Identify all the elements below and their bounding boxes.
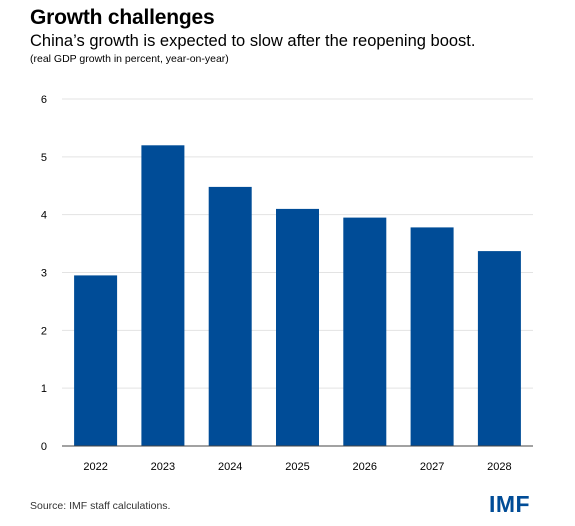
bar-2023 (141, 145, 185, 447)
x-tick-label: 2022 (83, 461, 107, 473)
x-tick-label: 2026 (353, 461, 377, 473)
bar-2027 (410, 227, 454, 446)
bar-2024 (208, 186, 252, 446)
bars (74, 145, 521, 447)
x-tick-label: 2027 (420, 461, 444, 473)
bar-2026 (343, 217, 387, 446)
imf-logo: IMF (489, 491, 531, 517)
chart-subtitle: China’s growth is expected to slow after… (30, 32, 476, 50)
y-tick-label: 1 (41, 383, 47, 395)
bar-chart: 0 1 2 3 4 5 6 2022 2023 2024 2025 2026 2027 2028 (41, 94, 533, 473)
source-note: Source: IMF staff calculations. (30, 500, 171, 512)
y-tick-label: 4 (41, 210, 47, 222)
chart-units-note: (real GDP growth in percent, year-on-yea… (30, 53, 229, 65)
y-tick-label: 3 (41, 268, 47, 280)
bar-2028 (477, 251, 521, 446)
x-tick-label: 2024 (218, 461, 242, 473)
y-axis-tick-labels: 0 1 2 3 4 5 6 (41, 94, 47, 453)
y-tick-label: 0 (41, 441, 47, 453)
x-tick-label: 2025 (285, 461, 309, 473)
x-tick-label: 2023 (151, 461, 175, 473)
y-tick-label: 2 (41, 325, 47, 337)
bar-2022 (74, 275, 118, 446)
x-axis-tick-labels: 2022 2023 2024 2025 2026 2027 2028 (83, 461, 511, 473)
y-tick-label: 5 (41, 152, 47, 164)
chart-title: Growth challenges (30, 6, 215, 29)
bar-2025 (276, 208, 319, 446)
x-tick-label: 2028 (487, 461, 511, 473)
y-tick-label: 6 (41, 94, 47, 106)
